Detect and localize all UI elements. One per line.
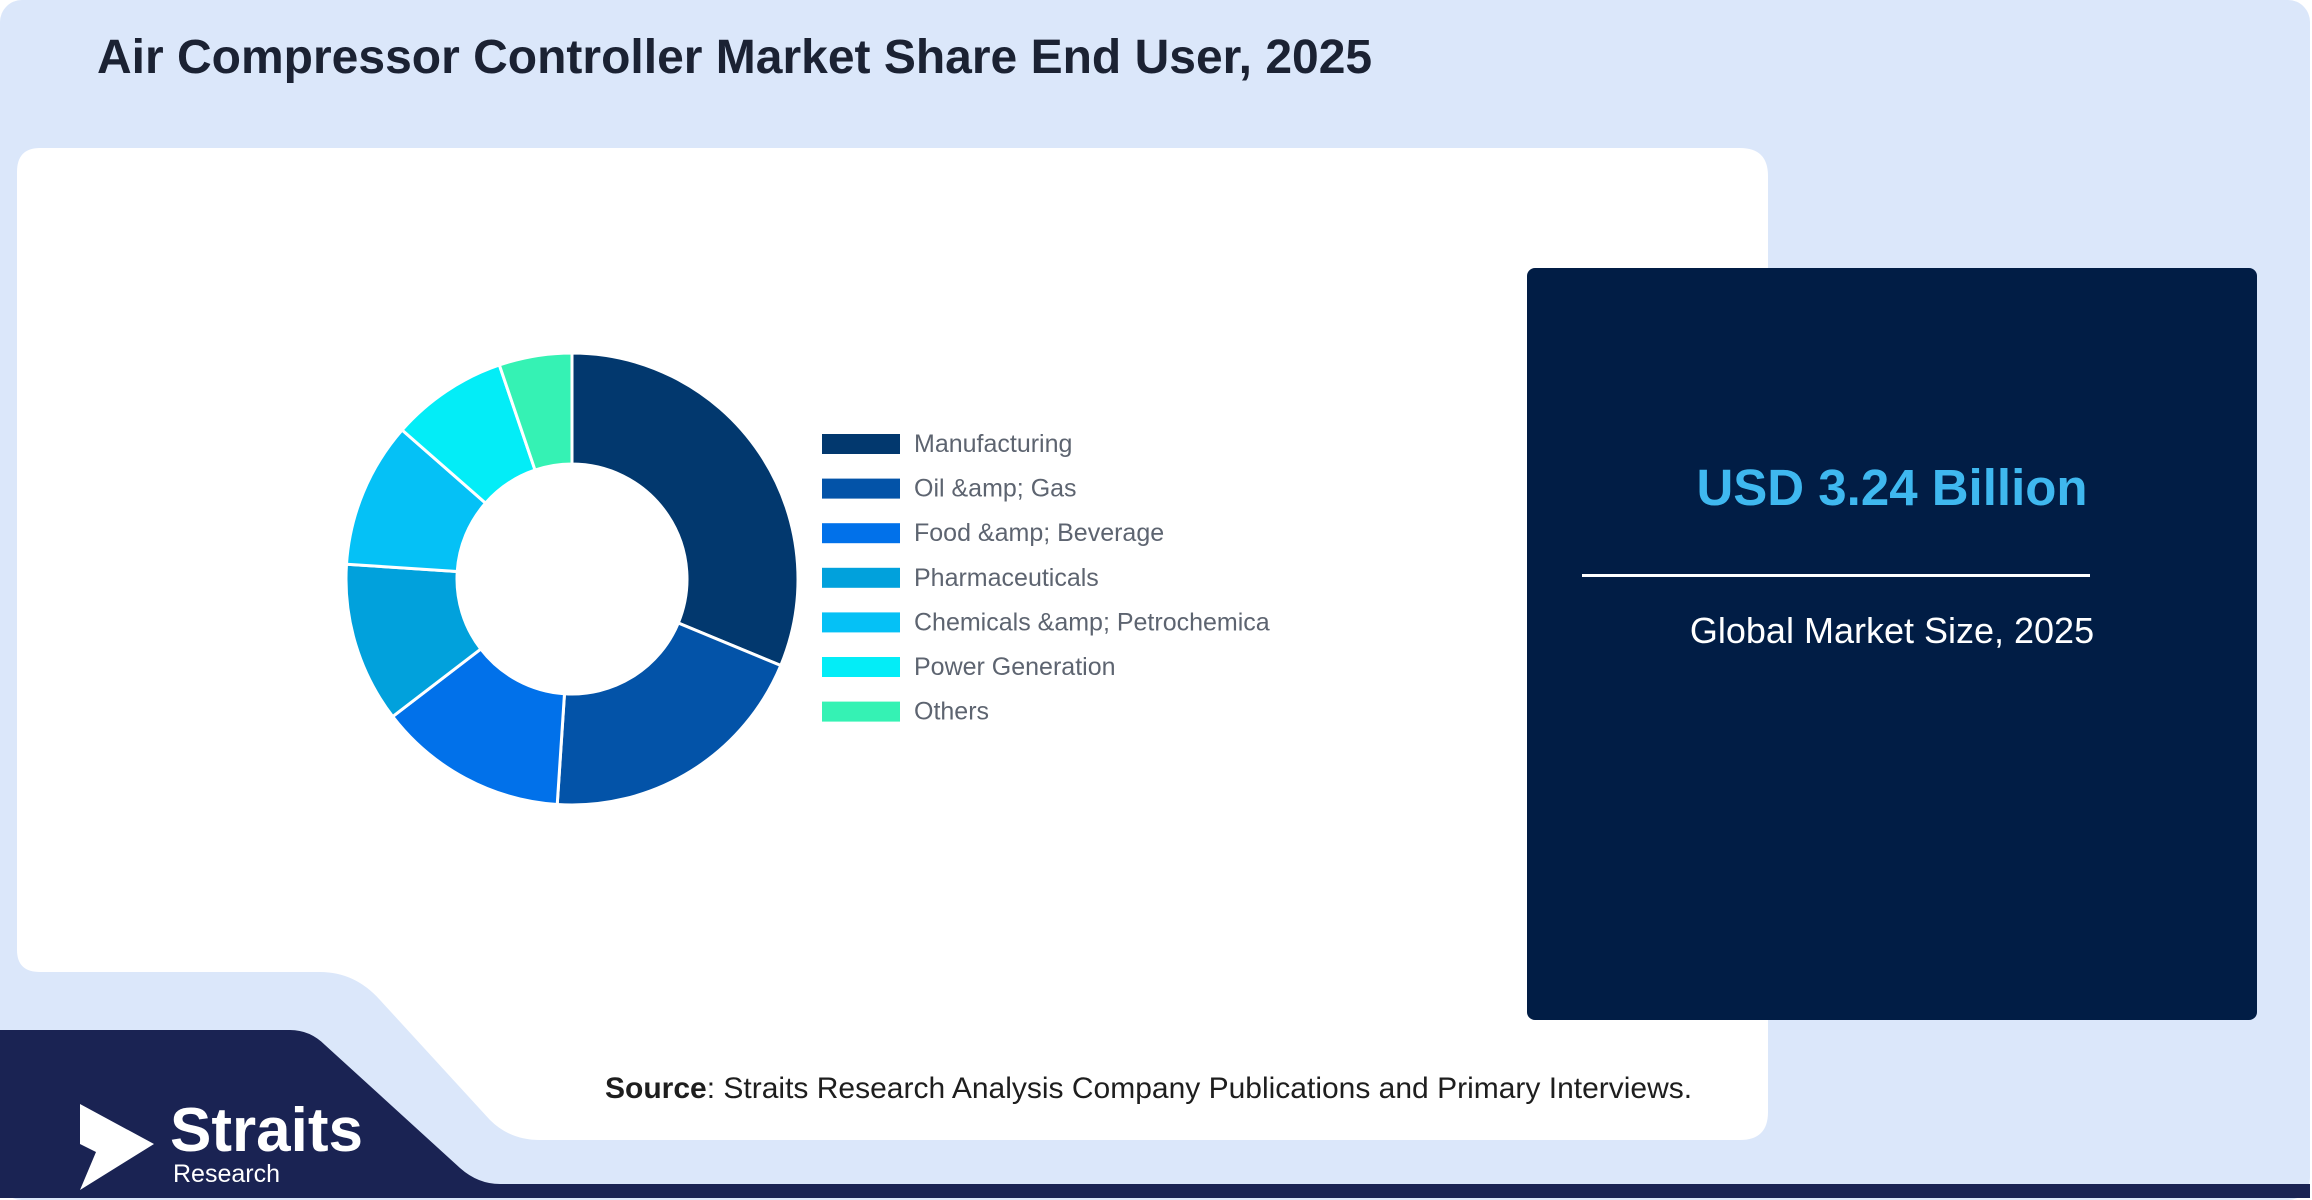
market-size-card: USD 3.24 Billion Global Market Size, 202… [1527, 268, 2257, 1020]
source-label: Source [605, 1072, 707, 1105]
legend-swatch-manufacturing [822, 434, 900, 454]
legend-label-others: Others [914, 698, 989, 726]
legend-swatch-food-and-beverage [822, 523, 900, 544]
legend-label-oil-and-gas: Oil &amp; Gas [914, 475, 1077, 503]
donut-slice-oil-and-gas [555, 621, 783, 807]
legend-swatch-oil-and-gas [822, 478, 900, 499]
legend-swatch-pharmaceuticals [822, 567, 900, 588]
donut-slice-food-and-beverage [390, 646, 567, 807]
legend-label-chemicals-and-petrochemica: Chemicals &amp; Petrochemica [914, 608, 1270, 636]
source-text: : Straits Research Analysis Company Publ… [706, 1072, 1693, 1105]
legend-swatch-others [822, 701, 900, 722]
footer-band [0, 1030, 2310, 1198]
straits-logo: Straits Research [78, 1098, 398, 1194]
legend-label-power-generation: Power Generation [914, 653, 1116, 681]
market-size-value: USD 3.24 Billion [1696, 459, 2088, 516]
legend-label-pharmaceuticals: Pharmaceuticals [914, 564, 1099, 592]
donut-slice-manufacturing [570, 351, 800, 668]
legend-label-food-and-beverage: Food &amp; Beverage [914, 519, 1164, 547]
donut-slices [344, 351, 800, 807]
logo-name: Straits [170, 1096, 363, 1165]
market-size-label: Global Market Size, 2025 [1689, 610, 2095, 651]
market-divider [1582, 574, 2090, 577]
logo-sub: Research [173, 1160, 280, 1188]
legend-swatch-power-generation [822, 657, 900, 677]
chart-legend: Manufacturing Oil &amp; Gas Food &amp; Bev… [822, 430, 1270, 726]
legend-label-manufacturing: Manufacturing [914, 430, 1072, 458]
legend-swatch-chemicals-and-petrochemica [822, 612, 900, 633]
logo-arrow-icon [80, 1104, 154, 1190]
donut-slice-others [497, 351, 574, 473]
page-title: Air Compressor Controller Market Share E… [97, 31, 1373, 84]
source-note: Source: Straits Research Analysis Compan… [605, 1072, 1692, 1106]
